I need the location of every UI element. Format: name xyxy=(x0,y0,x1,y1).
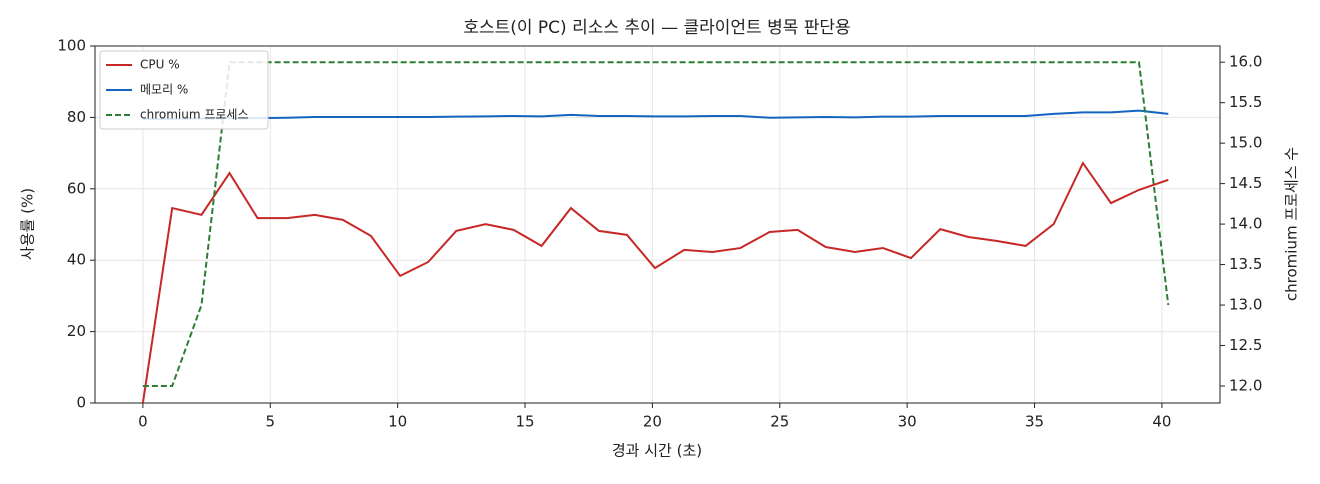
y2-tick-label: 14.0 xyxy=(1229,215,1262,233)
y-tick-label: 20 xyxy=(67,322,86,340)
legend-label: 메모리 % xyxy=(140,83,188,97)
y-axis-label: 사용률 (%) xyxy=(19,188,37,260)
y2-axis-label: chromium 프로세스 수 xyxy=(1283,147,1301,301)
data-line xyxy=(142,109,1169,121)
x-tick-label: 10 xyxy=(388,413,407,431)
x-tick-label: 25 xyxy=(770,413,789,431)
legend-box xyxy=(99,50,269,130)
x-tick-label: 30 xyxy=(898,413,917,431)
x-tick-label: 15 xyxy=(515,413,534,431)
legend-label: CPU % xyxy=(140,58,180,72)
data-line xyxy=(142,61,1170,387)
chart-title: 호스트(이 PC) 리소스 추이 — 클라이언트 병목 판단용 xyxy=(463,18,850,38)
legend-label: chromium 프로세스 xyxy=(140,108,249,122)
x-tick-label: 40 xyxy=(1152,413,1171,431)
y2-tick-label: 12.0 xyxy=(1229,377,1262,395)
y2-tick-label: 14.5 xyxy=(1229,174,1262,192)
y-tick-label: 80 xyxy=(67,108,86,126)
plot-frame xyxy=(94,45,1221,404)
x-tick-label: 20 xyxy=(643,413,662,431)
y-tick-label: 0 xyxy=(76,394,86,412)
y2-tick-label: 15.5 xyxy=(1229,93,1262,111)
x-tick-label: 5 xyxy=(265,413,275,431)
y2-tick-label: 15.0 xyxy=(1229,134,1262,152)
x-tick-label: 35 xyxy=(1025,413,1044,431)
x-tick-label: 0 xyxy=(138,413,148,431)
data-line xyxy=(141,161,1169,404)
y2-tick-label: 13.0 xyxy=(1229,296,1262,314)
y-tick-label: 100 xyxy=(57,37,86,55)
y2-tick-label: 12.5 xyxy=(1229,336,1262,354)
y2-tick-label: 13.5 xyxy=(1229,255,1262,273)
x-axis-label: 경과 시간 (초) xyxy=(612,442,702,460)
y-tick-label: 40 xyxy=(67,251,86,269)
y-tick-label: 60 xyxy=(67,179,86,197)
y2-tick-label: 16.0 xyxy=(1229,53,1262,71)
